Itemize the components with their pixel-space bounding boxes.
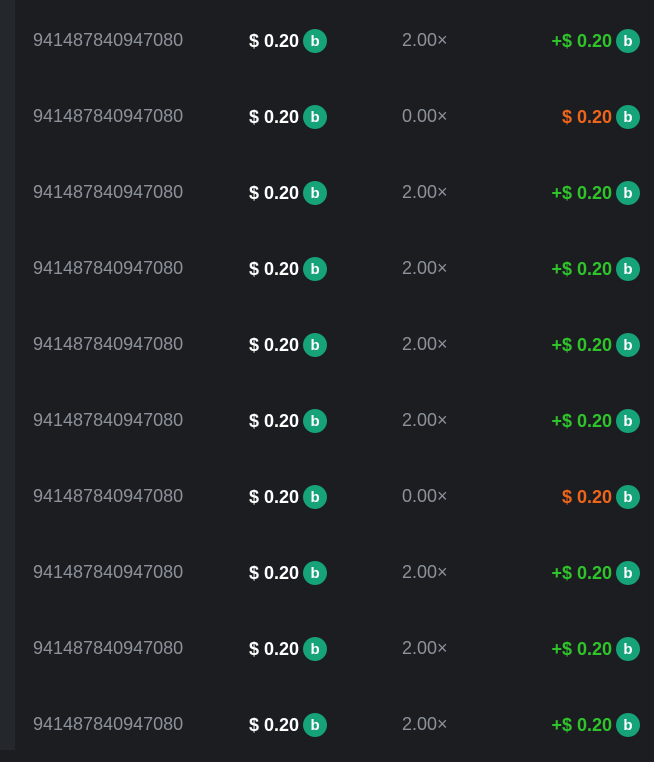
table-row[interactable]: 941487840947080 $ 0.20 b 2.00× +$ 0.20 b [15, 610, 654, 686]
multiplier: 2.00× [402, 30, 448, 50]
bet-id[interactable]: 941487840947080 [33, 258, 184, 278]
multiplier: 0.00× [402, 486, 448, 506]
multiplier: 2.00× [402, 258, 448, 278]
payout-value: +$ 0.20 [551, 714, 612, 735]
payout-value: +$ 0.20 [551, 258, 612, 279]
currency-coin-icon: b [616, 485, 640, 509]
multiplier: 2.00× [402, 714, 448, 734]
table-row[interactable]: 941487840947080 $ 0.20 b 2.00× +$ 0.20 b [15, 306, 654, 382]
payout: +$ 0.20 b [551, 333, 640, 357]
currency-coin-icon: b [616, 713, 640, 737]
currency-coin-icon: b [303, 561, 328, 585]
left-panel-edge [0, 0, 15, 750]
currency-coin-icon: b [616, 333, 640, 357]
payout: $ 0.20 b [562, 485, 640, 509]
payout: $ 0.20 b [562, 105, 640, 129]
bet-amount-value: $ 0.20 [249, 182, 300, 203]
bet-id[interactable]: 941487840947080 [33, 410, 184, 430]
bet-amount-value: $ 0.20 [249, 334, 300, 355]
table-row[interactable]: 941487840947080 $ 0.20 b 2.00× +$ 0.20 b [15, 382, 654, 458]
currency-coin-icon: b [616, 181, 640, 205]
bet-amount: $ 0.20 b [249, 29, 328, 53]
currency-coin-icon: b [303, 485, 328, 509]
multiplier: 2.00× [402, 638, 448, 658]
payout: +$ 0.20 b [551, 409, 640, 433]
currency-coin-icon: b [616, 105, 640, 129]
table-row[interactable]: 941487840947080 $ 0.20 b 2.00× +$ 0.20 b [15, 686, 654, 762]
bet-amount-value: $ 0.20 [249, 106, 300, 127]
bet-id[interactable]: 941487840947080 [33, 182, 184, 202]
bet-amount: $ 0.20 b [249, 105, 328, 129]
table-row[interactable]: 941487840947080 $ 0.20 b 2.00× +$ 0.20 b [15, 2, 654, 78]
currency-coin-icon: b [616, 409, 640, 433]
multiplier: 2.00× [402, 334, 448, 354]
currency-coin-icon: b [616, 257, 640, 281]
payout: +$ 0.20 b [551, 181, 640, 205]
payout-value: $ 0.20 [561, 486, 612, 507]
bet-id[interactable]: 941487840947080 [33, 714, 184, 734]
bet-amount: $ 0.20 b [249, 637, 328, 661]
payout-value: +$ 0.20 [551, 334, 612, 355]
bet-amount: $ 0.20 b [249, 485, 328, 509]
payout-value: +$ 0.20 [551, 30, 612, 51]
payout: +$ 0.20 b [551, 561, 640, 585]
currency-coin-icon: b [303, 713, 328, 737]
currency-coin-icon: b [303, 181, 328, 205]
payout-value: +$ 0.20 [551, 562, 612, 583]
payout-value: +$ 0.20 [551, 182, 612, 203]
table-row[interactable]: 941487840947080 $ 0.20 b 2.00× +$ 0.20 b [15, 534, 654, 610]
bet-id[interactable]: 941487840947080 [33, 334, 184, 354]
payout: +$ 0.20 b [551, 257, 640, 281]
currency-coin-icon: b [303, 409, 328, 433]
currency-coin-icon: b [616, 637, 640, 661]
bet-amount: $ 0.20 b [249, 181, 328, 205]
multiplier: 2.00× [402, 562, 448, 582]
bet-amount-value: $ 0.20 [249, 410, 300, 431]
bet-amount-value: $ 0.20 [249, 714, 300, 735]
bet-amount: $ 0.20 b [249, 409, 328, 433]
table-row[interactable]: 941487840947080 $ 0.20 b 0.00× $ 0.20 b [15, 78, 654, 154]
payout-value: $ 0.20 [561, 106, 612, 127]
currency-coin-icon: b [616, 561, 640, 585]
bet-id[interactable]: 941487840947080 [33, 30, 184, 50]
payout: +$ 0.20 b [551, 713, 640, 737]
bet-amount-value: $ 0.20 [249, 638, 300, 659]
multiplier: 2.00× [402, 182, 448, 202]
currency-coin-icon: b [303, 257, 328, 281]
currency-coin-icon: b [303, 29, 328, 53]
payout-value: +$ 0.20 [551, 410, 612, 431]
currency-coin-icon: b [303, 637, 328, 661]
bet-id[interactable]: 941487840947080 [33, 486, 184, 506]
currency-coin-icon: b [616, 29, 640, 53]
bet-amount: $ 0.20 b [249, 333, 328, 357]
bet-amount-value: $ 0.20 [249, 258, 300, 279]
table-row[interactable]: 941487840947080 $ 0.20 b 2.00× +$ 0.20 b [15, 230, 654, 306]
multiplier: 2.00× [402, 410, 448, 430]
table-row[interactable]: 941487840947080 $ 0.20 b 0.00× $ 0.20 b [15, 458, 654, 534]
bet-id[interactable]: 941487840947080 [33, 106, 184, 126]
payout-value: +$ 0.20 [551, 638, 612, 659]
bet-amount-value: $ 0.20 [249, 562, 300, 583]
table-row[interactable]: 941487840947080 $ 0.20 b 2.00× +$ 0.20 b [15, 154, 654, 230]
payout: +$ 0.20 b [551, 637, 640, 661]
bet-id[interactable]: 941487840947080 [33, 638, 184, 658]
bet-amount: $ 0.20 b [249, 257, 328, 281]
currency-coin-icon: b [303, 333, 328, 357]
multiplier: 0.00× [402, 106, 448, 126]
payout: +$ 0.20 b [551, 29, 640, 53]
bet-amount-value: $ 0.20 [249, 486, 300, 507]
bet-amount: $ 0.20 b [249, 561, 328, 585]
bet-amount-value: $ 0.20 [249, 30, 300, 51]
currency-coin-icon: b [303, 105, 328, 129]
bet-id[interactable]: 941487840947080 [33, 562, 184, 582]
bet-amount: $ 0.20 b [249, 713, 328, 737]
